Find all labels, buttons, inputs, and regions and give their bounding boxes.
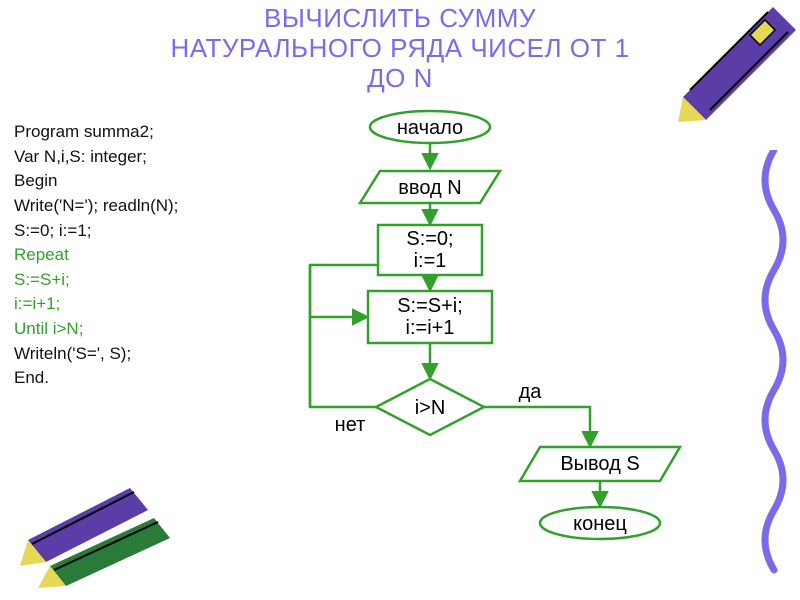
node-body-l2: i:=i+1 xyxy=(406,317,455,339)
code-line: Write('N='); readln(N); xyxy=(14,194,178,219)
title-line3: ДО N xyxy=(367,63,433,93)
node-init-l2: i:=1 xyxy=(414,250,447,272)
edge-no-label: нет xyxy=(335,414,366,436)
code-line-keyword: i:=i+1; xyxy=(14,292,178,317)
code-line: S:=0; i:=1; xyxy=(14,219,178,244)
crayons-icon xyxy=(20,470,180,590)
code-listing: Program summa2; Var N,i,S: integer; Begi… xyxy=(14,120,178,391)
edge-yes-label: да xyxy=(519,381,543,403)
crayon-icon xyxy=(678,2,798,122)
code-line: Writeln('S=', S); xyxy=(14,342,178,367)
node-input-label: ввод N xyxy=(398,177,461,199)
node-body-l1: S:=S+i; xyxy=(397,295,463,317)
code-line: End. xyxy=(14,366,178,391)
title-line2: НАТУРАЛЬНОГО РЯДА ЧИСЕЛ ОТ 1 xyxy=(170,33,629,63)
node-cond-label: i>N xyxy=(415,397,446,419)
code-line: Program summa2; xyxy=(14,120,178,145)
code-line-keyword: Until i>N; xyxy=(14,317,178,342)
edge-yes xyxy=(484,407,590,445)
node-output-label: Вывод S xyxy=(560,453,639,475)
edge-no xyxy=(310,265,376,407)
code-line-keyword: Repeat xyxy=(14,243,178,268)
squiggle-icon xyxy=(754,150,794,580)
title-line1: ВЫЧИСЛИТЬ СУММУ xyxy=(264,3,536,33)
node-end-label: конец xyxy=(573,513,627,535)
code-line: Var N,i,S: integer; xyxy=(14,145,178,170)
flowchart: начало ввод N S:=0; i:=1 S:=S+i; i:=i+1 … xyxy=(270,105,790,600)
code-line-keyword: S:=S+i; xyxy=(14,268,178,293)
node-init-l1: S:=0; xyxy=(406,228,453,250)
code-line: Begin xyxy=(14,169,178,194)
node-start-label: начало xyxy=(397,117,463,139)
